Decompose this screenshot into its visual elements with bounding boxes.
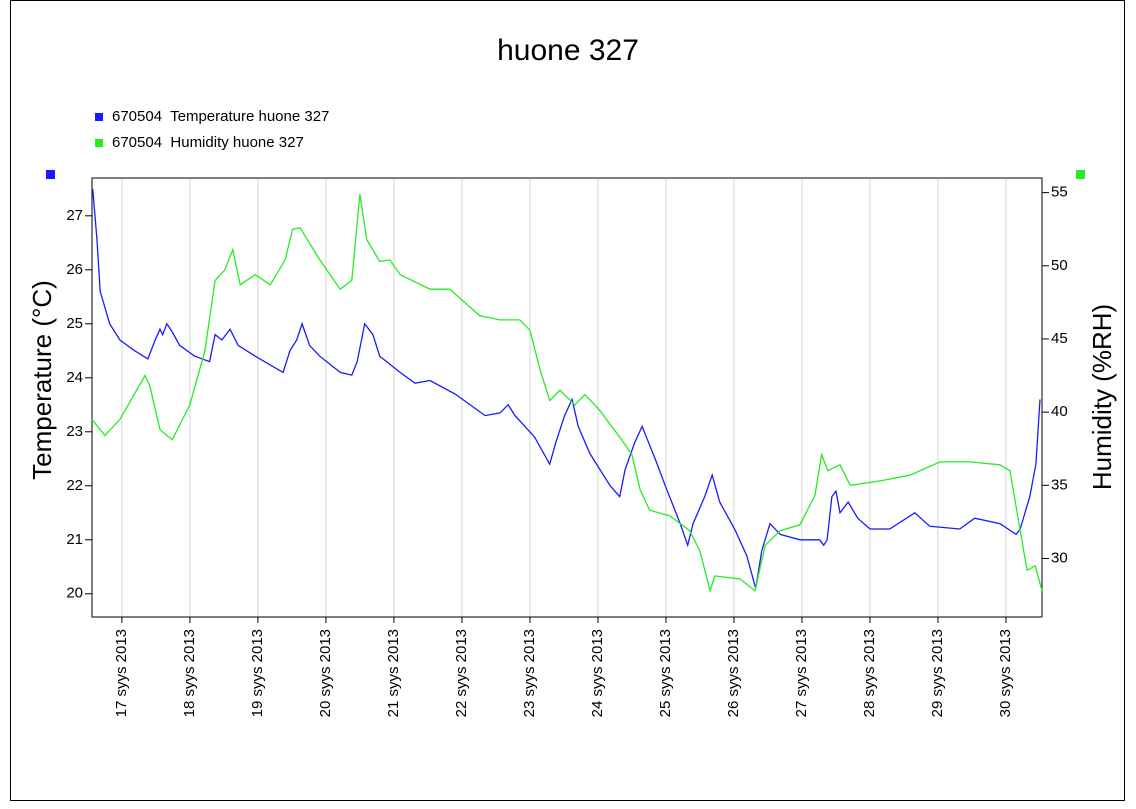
- frame: [10, 0, 1125, 801]
- y-tick-label: 24: [66, 369, 83, 386]
- x-tick-label: 18 syys 2013: [181, 629, 198, 717]
- x-tick-label: 23 syys 2013: [521, 629, 538, 717]
- y-tick-label: 26: [66, 261, 83, 278]
- y2-tick-label: 35: [1051, 476, 1068, 493]
- y2-tick-label: 50: [1051, 257, 1068, 274]
- x-tick-label: 20 syys 2013: [317, 629, 334, 717]
- x-tick-label: 17 syys 2013: [113, 629, 130, 717]
- x-tick-label: 27 syys 2013: [793, 629, 810, 717]
- chart-title: huone 327: [497, 34, 639, 67]
- y2-tick-label: 30: [1051, 549, 1068, 566]
- y-axis-label: Temperature (°C): [27, 280, 57, 480]
- x-tick-label: 24 syys 2013: [589, 629, 606, 717]
- y-tick-label: 23: [66, 423, 83, 440]
- legend-label: 670504 Humidity huone 327: [112, 134, 304, 151]
- series-line: [92, 188, 1041, 589]
- y2-axis-label: Humidity (%RH): [1087, 304, 1117, 490]
- x-tick-label: 25 syys 2013: [657, 629, 674, 717]
- legend-label: 670504 Temperature huone 327: [112, 108, 329, 125]
- axis-marker: [46, 170, 55, 179]
- plot-area: [91, 177, 1043, 618]
- x-tick-label: 28 syys 2013: [861, 629, 878, 717]
- axis-marker: [1076, 170, 1085, 179]
- x-tick-label: 21 syys 2013: [385, 629, 402, 717]
- y-tick-label: 27: [66, 207, 83, 224]
- y-tick-label: 22: [66, 477, 83, 494]
- y-tick-label: 21: [66, 531, 83, 548]
- y2-tick-label: 55: [1051, 184, 1068, 201]
- x-tick-label: 29 syys 2013: [929, 629, 946, 717]
- y2-tick-label: 45: [1051, 330, 1068, 347]
- series-line: [91, 194, 1043, 594]
- y-tick-label: 25: [66, 315, 83, 332]
- legend-swatch: [95, 113, 103, 121]
- x-tick-label: 26 syys 2013: [725, 629, 742, 717]
- x-tick-label: 19 syys 2013: [249, 629, 266, 717]
- y2-tick-label: 40: [1051, 403, 1068, 420]
- legend-swatch: [95, 139, 103, 147]
- x-tick-label: 22 syys 2013: [453, 629, 470, 717]
- x-tick-label: 30 syys 2013: [997, 629, 1014, 717]
- y-tick-label: 20: [66, 585, 83, 602]
